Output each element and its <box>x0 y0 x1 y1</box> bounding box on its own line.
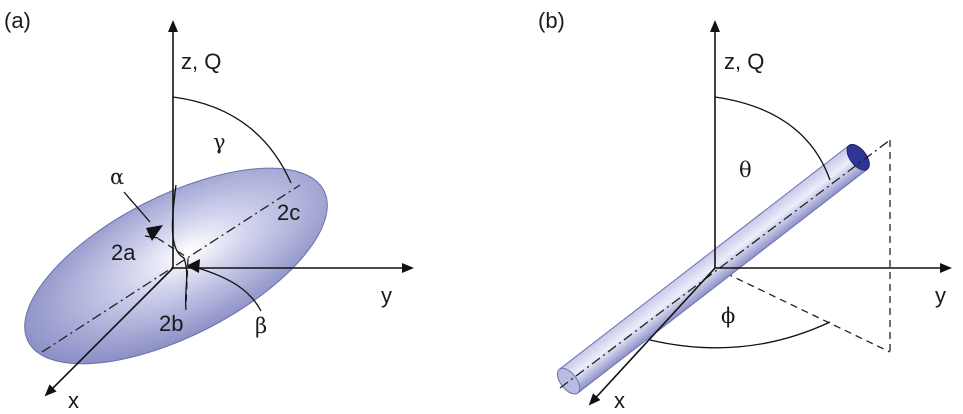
phi-arc <box>649 321 831 349</box>
projection-line <box>714 267 891 353</box>
phi-label: ϕ <box>721 304 735 328</box>
rod-axis <box>559 139 891 389</box>
panel-b: (b) z, Q y x θ ϕ <box>538 8 952 413</box>
gamma-label: γ <box>213 130 226 154</box>
gamma-arc <box>172 96 292 184</box>
theta-label: θ <box>739 158 752 182</box>
panel-b-z-label: z, Q <box>724 49 764 74</box>
x-axis <box>588 267 716 406</box>
inner-dashed-axes <box>147 231 189 306</box>
beta-label: β <box>255 314 267 338</box>
alpha-label: α <box>110 165 124 189</box>
beta-leader <box>197 267 262 312</box>
panel-a-y-label: y <box>381 283 392 308</box>
panel-a-tag: (a) <box>4 8 31 33</box>
theta-arc <box>714 96 831 181</box>
semi-axis-2b-label: 2b <box>159 311 183 336</box>
alpha-tick <box>144 235 159 239</box>
panel-a: (a) z, Q y x γ α β 2a 2b 2c <box>4 8 414 413</box>
alpha-leader <box>123 191 151 223</box>
rod-far-cap <box>846 143 870 171</box>
semi-axis-2c-label: 2c <box>277 200 300 225</box>
panel-a-z-label: z, Q <box>181 49 221 74</box>
panel-a-x-label: x <box>68 388 79 413</box>
semi-axis-2a-label: 2a <box>111 240 136 265</box>
beta-arrowhead <box>186 259 200 273</box>
panel-b-x-label: x <box>614 388 625 413</box>
panel-b-y-label: y <box>935 283 946 308</box>
ellipsoid <box>24 167 328 365</box>
panel-b-tag: (b) <box>538 8 565 33</box>
x-axis <box>44 267 174 397</box>
